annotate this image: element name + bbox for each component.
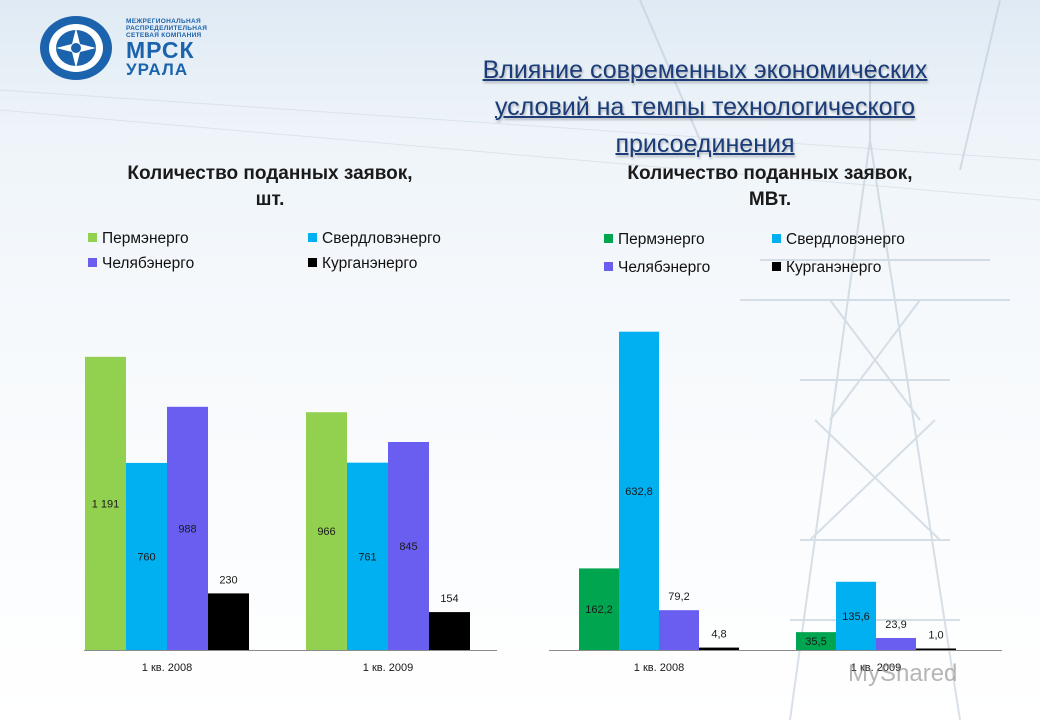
slide-title-line2: условий на темпы технологического: [494, 93, 916, 121]
legend-swatch-kurgan: [308, 258, 317, 267]
legend-label-chelyabinsk: Челябэнерго: [102, 255, 195, 272]
mw-x-tick-label-0: 1 кв. 2008: [634, 662, 684, 674]
slide-title-line3: присоединения: [615, 130, 795, 158]
legend-item-kurgan: Курганэнерго: [308, 255, 417, 273]
legend-item-chelyabinsk-mw: Челябэнерго: [604, 259, 710, 277]
legend-swatch-sverdlovsk: [308, 233, 317, 242]
logo-caption-line1: МЕЖРЕГИОНАЛЬНАЯ: [126, 18, 201, 25]
legend-swatch-perm-mw: [604, 234, 613, 243]
mw-bar-chelyabinsk-1: [876, 637, 916, 650]
count-data-label-perm-0: 1 191: [92, 498, 120, 510]
legend-label-kurgan: Курганэнерго: [322, 255, 418, 272]
count-bar-kurgan-1: [429, 612, 470, 650]
count-x-tick-label-1: 1 кв. 2009: [363, 662, 413, 674]
mw-bar-sverdlovsk-1: [836, 581, 876, 650]
watermark-text: MyShared: [848, 660, 958, 687]
count-data-label-chelyabinsk-0: 988: [178, 523, 196, 535]
legend-swatch-chelyabinsk: [88, 258, 97, 267]
logo-caption-line2: РАСПРЕДЕЛИТЕЛЬНАЯ: [126, 25, 208, 32]
logo-text-block: МЕЖРЕГИОНАЛЬНАЯ РАСПРЕДЕЛИТЕЛЬНАЯ СЕТЕВА…: [126, 18, 207, 79]
legend-item-sverdlovsk-mw: Свердловэнерго: [772, 231, 905, 249]
legend-label-perm: Пермэнерго: [102, 230, 189, 247]
legend-swatch-sverdlovsk-mw: [772, 234, 781, 243]
legend-label-sverdlovsk: Свердловэнерго: [322, 230, 441, 247]
legend-item-chelyabinsk: Челябэнерго: [88, 255, 194, 273]
legend-item-perm: Пермэнерго: [88, 230, 189, 248]
count-data-label-chelyabinsk-1: 845: [399, 541, 417, 553]
count-x-tick-label-0: 1 кв. 2008: [142, 662, 192, 674]
mw-x-tick-label-1: 1 кв. 2009: [851, 662, 901, 674]
mw-data-label-chelyabinsk-0: 79,2: [668, 591, 689, 603]
count-bar-chelyabinsk-0: [167, 406, 208, 650]
count-bar-perm-1: [306, 412, 347, 650]
legend-label-sverdlovsk-mw: Свердловэнерго: [786, 231, 905, 248]
logo-emblem-icon: [40, 16, 112, 80]
mw-bar-chelyabinsk-0: [659, 610, 699, 650]
legend-swatch-kurgan-mw: [772, 262, 781, 271]
count-data-label-kurgan-0: 230: [219, 574, 237, 586]
watermark: MyShared: [848, 660, 957, 688]
count-bar-sverdlovsk-0: [126, 462, 167, 650]
slide-title-line1: Влияние современных экономических: [482, 56, 928, 84]
left-chart-title-line2: шт.: [255, 189, 285, 210]
mw-data-label-chelyabinsk-1: 23,9: [885, 619, 906, 631]
mw-bar-perm-1: [796, 632, 836, 650]
legend-item-perm-mw: Пермэнерго: [604, 231, 705, 249]
legend-label-chelyabinsk-mw: Челябэнерго: [618, 259, 711, 276]
mw-data-label-kurgan-1: 1,0: [928, 630, 943, 642]
legend-swatch-chelyabinsk-mw: [604, 262, 613, 271]
mw-bar-sverdlovsk-0: [619, 331, 659, 650]
count-data-label-sverdlovsk-0: 760: [137, 551, 155, 563]
legend-item-kurgan-mw: Курганэнерго: [772, 259, 881, 277]
logo-sub-text: УРАЛА: [126, 60, 189, 79]
mw-bar-perm-0: [579, 568, 619, 650]
slide-title: Влияние современных экономических услови…: [420, 52, 990, 163]
mw-data-label-sverdlovsk-0: 632,8: [625, 486, 653, 498]
count-bar-chelyabinsk-1: [388, 442, 429, 650]
right-chart-title-line2: МВт.: [748, 189, 792, 210]
mw-data-label-kurgan-0: 4,8: [711, 629, 726, 641]
company-logo: [34, 14, 254, 84]
legend-item-sverdlovsk: Свердловэнерго: [308, 230, 441, 248]
legend-swatch-perm: [88, 233, 97, 242]
mw-bar-kurgan-0: [699, 647, 739, 650]
mw-bar-kurgan-1: [916, 648, 956, 650]
legend-label-perm-mw: Пермэнерго: [618, 231, 705, 248]
count-data-label-sverdlovsk-1: 761: [358, 551, 376, 563]
mw-data-label-perm-0: 162,2: [585, 604, 613, 616]
left-chart-title: Количество поданных заявок, шт.: [60, 161, 480, 213]
legend-label-kurgan-mw: Курганэнерго: [786, 259, 882, 276]
count-data-label-perm-1: 966: [317, 526, 335, 538]
logo-caption-line3: СЕТЕВАЯ КОМПАНИЯ: [126, 32, 202, 39]
mw-data-label-sverdlovsk-1: 135,6: [842, 611, 870, 623]
logo-main-text: МРСК: [126, 37, 195, 63]
right-chart-title-line1: Количество поданных заявок,: [627, 163, 913, 184]
count-bar-kurgan-0: [208, 593, 249, 650]
right-chart-title: Количество поданных заявок, МВт.: [560, 161, 980, 213]
count-data-label-kurgan-1: 154: [440, 593, 458, 605]
count-bar-sverdlovsk-1: [347, 462, 388, 650]
count-bar-perm-0: [85, 356, 126, 650]
left-chart-title-line1: Количество поданных заявок,: [127, 163, 413, 184]
mw-data-label-perm-1: 35,5: [805, 636, 826, 648]
